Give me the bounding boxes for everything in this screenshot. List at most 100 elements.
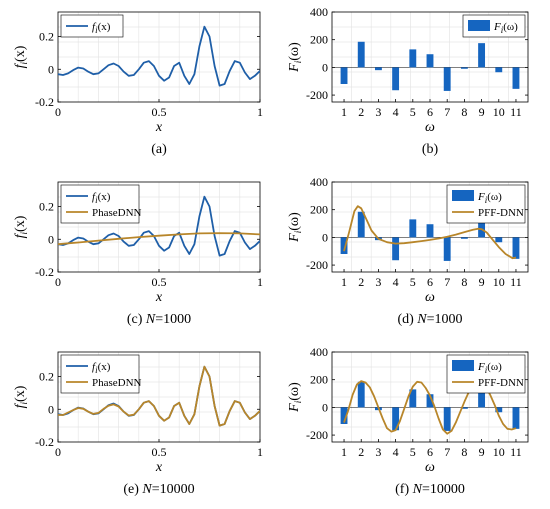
x-tick-label: 0 (55, 275, 61, 289)
x-tick-label: 10 (493, 105, 505, 119)
legend: Fi(ω) (462, 14, 526, 38)
x-tick-label: 8 (461, 445, 467, 459)
y-tick-label: 0.2 (39, 30, 54, 44)
caption-suffix: =1000 (155, 312, 191, 327)
x-tick-label: 0 (55, 105, 61, 119)
label-tail: (ω) (487, 191, 502, 203)
x-tick-label: 1 (257, 105, 263, 119)
label-sub: i (19, 401, 29, 404)
x-tick-label: 6 (427, 105, 433, 119)
label-tail: (x) (13, 385, 28, 402)
x-tick-label: 3 (375, 445, 381, 459)
legend-box (60, 354, 140, 394)
y-axis-label: fi(x) (13, 45, 29, 68)
bar (460, 407, 468, 409)
caption-suffix: =10000 (422, 482, 465, 497)
series-line-target (58, 25, 260, 87)
bar (460, 67, 468, 69)
label-tail: (x) (98, 191, 111, 203)
x-tick-label: 2 (358, 105, 364, 119)
y-axis-label: fi(x) (13, 215, 29, 238)
y-tick-label: 0 (48, 62, 54, 76)
caption-var: N (141, 482, 152, 497)
y-tick-label: -0.2 (35, 435, 54, 449)
legend: fi(x) PhaseDNN (60, 184, 142, 224)
bar (478, 43, 486, 68)
x-tick-label: 0.5 (152, 275, 167, 289)
legend-swatch-bar (452, 190, 474, 201)
x-axis-label: x (155, 460, 163, 475)
label-sub: i (19, 61, 29, 64)
label-base: F (287, 403, 302, 413)
label-sub: i (95, 25, 98, 35)
x-tick-label: 1 (257, 445, 263, 459)
x-tick-label: 11 (510, 445, 522, 459)
bar (443, 407, 451, 431)
y-axis-label: Fi(ω) (287, 382, 303, 413)
caption-prefix: (c) (127, 312, 146, 327)
x-tick-label: 7 (444, 105, 450, 119)
legend-label: PFF-DNN (478, 377, 524, 389)
label-sub: i (95, 195, 98, 205)
bar (392, 407, 400, 431)
caption-var: N (412, 482, 423, 497)
x-tick-label: 6 (427, 275, 433, 289)
x-tick-label: 0.5 (152, 445, 167, 459)
bar (392, 67, 400, 91)
label-base: f (13, 62, 28, 68)
y-tick-label: 400 (310, 5, 328, 19)
x-tick-label: 3 (375, 105, 381, 119)
y-axis-label: Fi(ω) (287, 212, 303, 243)
label-sub: i (501, 25, 504, 35)
series-line-phasednn (58, 365, 260, 427)
plot-area (58, 25, 260, 87)
y-axis-label: fi(x) (13, 385, 29, 408)
y-tick-label: 0.2 (39, 370, 54, 384)
series-line-phasednn (58, 232, 260, 246)
panel-caption: (a) (151, 142, 167, 157)
label-base: F (477, 361, 485, 373)
caption-prefix: (d) (397, 312, 417, 327)
y-tick-label: 400 (310, 175, 328, 189)
label-tail: (ω) (287, 42, 302, 61)
label-tail: (ω) (503, 21, 518, 33)
series-line-target (58, 195, 260, 257)
legend-label: Fi(ω) (477, 361, 502, 375)
bar (478, 383, 486, 408)
caption-prefix: (e) (123, 482, 142, 497)
y-tick-label: -200 (306, 88, 328, 102)
y-tick-label: 200 (310, 373, 328, 387)
label-tail: (x) (13, 45, 28, 62)
label-tail: (x) (98, 21, 111, 33)
caption-suffix: =10000 (152, 482, 195, 497)
label-sub: i (293, 60, 303, 63)
x-axis-label: x (155, 120, 163, 135)
x-tick-label: 0 (55, 445, 61, 459)
legend-swatch-bar (452, 360, 474, 371)
x-tick-label: 5 (410, 105, 416, 119)
y-tick-label: 200 (310, 33, 328, 47)
x-tick-label: 0.5 (152, 105, 167, 119)
x-tick-label: 5 (410, 275, 416, 289)
y-tick-label: 0 (322, 60, 328, 74)
label-tail: (x) (98, 361, 111, 373)
bar (340, 407, 348, 424)
legend-label: PFF-DNN (478, 207, 524, 219)
legend-label: fi(x) (92, 191, 111, 205)
x-tick-label: 4 (393, 105, 399, 119)
x-axis-label: ω (425, 460, 435, 475)
panel-caption: (e) N=10000 (123, 482, 194, 497)
y-tick-label: 400 (310, 345, 328, 359)
y-tick-label: 200 (310, 203, 328, 217)
label-base: f (13, 402, 28, 408)
y-tick-label: 0 (48, 402, 54, 416)
label-base: f (92, 191, 97, 203)
x-tick-label: 11 (510, 275, 522, 289)
bar (495, 67, 503, 73)
label-sub: i (485, 365, 488, 375)
plot-area (340, 41, 520, 91)
